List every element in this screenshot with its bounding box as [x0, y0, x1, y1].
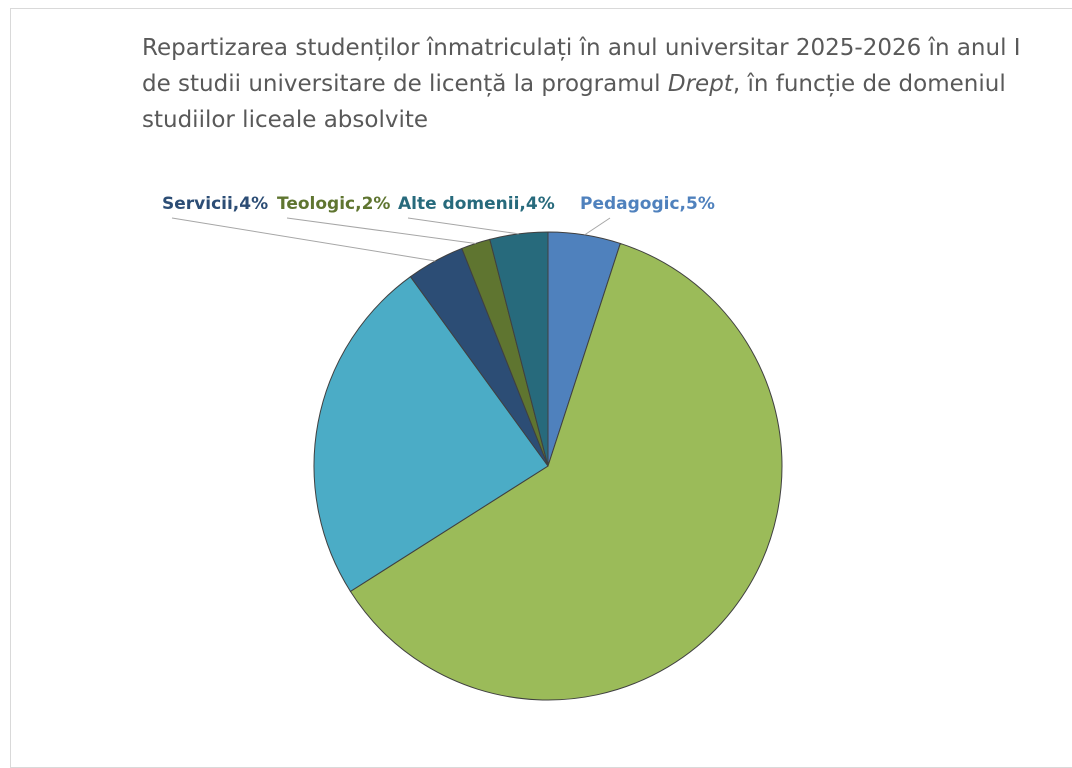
leader-line [584, 217, 611, 236]
pie-slice [489, 231, 549, 467]
data-label: Alte domenii,4% [398, 194, 555, 214]
chart-title: Repartizarea studenților înmatriculați î… [142, 30, 1022, 138]
leader-line [407, 217, 519, 235]
leader-line [286, 217, 476, 244]
data-label: Servicii,4% [162, 194, 268, 214]
data-label: Teologic,2% [277, 194, 390, 214]
leader-line [171, 217, 436, 262]
title-part: Repartizarea studenților înmatriculați î… [142, 35, 1021, 97]
pie-slice [349, 242, 783, 701]
pie-slice [313, 275, 549, 593]
data-label: Pedagogic,5% [580, 194, 715, 214]
title-part: , în funcție de domeniul studiilor licea… [142, 71, 1006, 133]
title-part: Drept [667, 71, 733, 97]
